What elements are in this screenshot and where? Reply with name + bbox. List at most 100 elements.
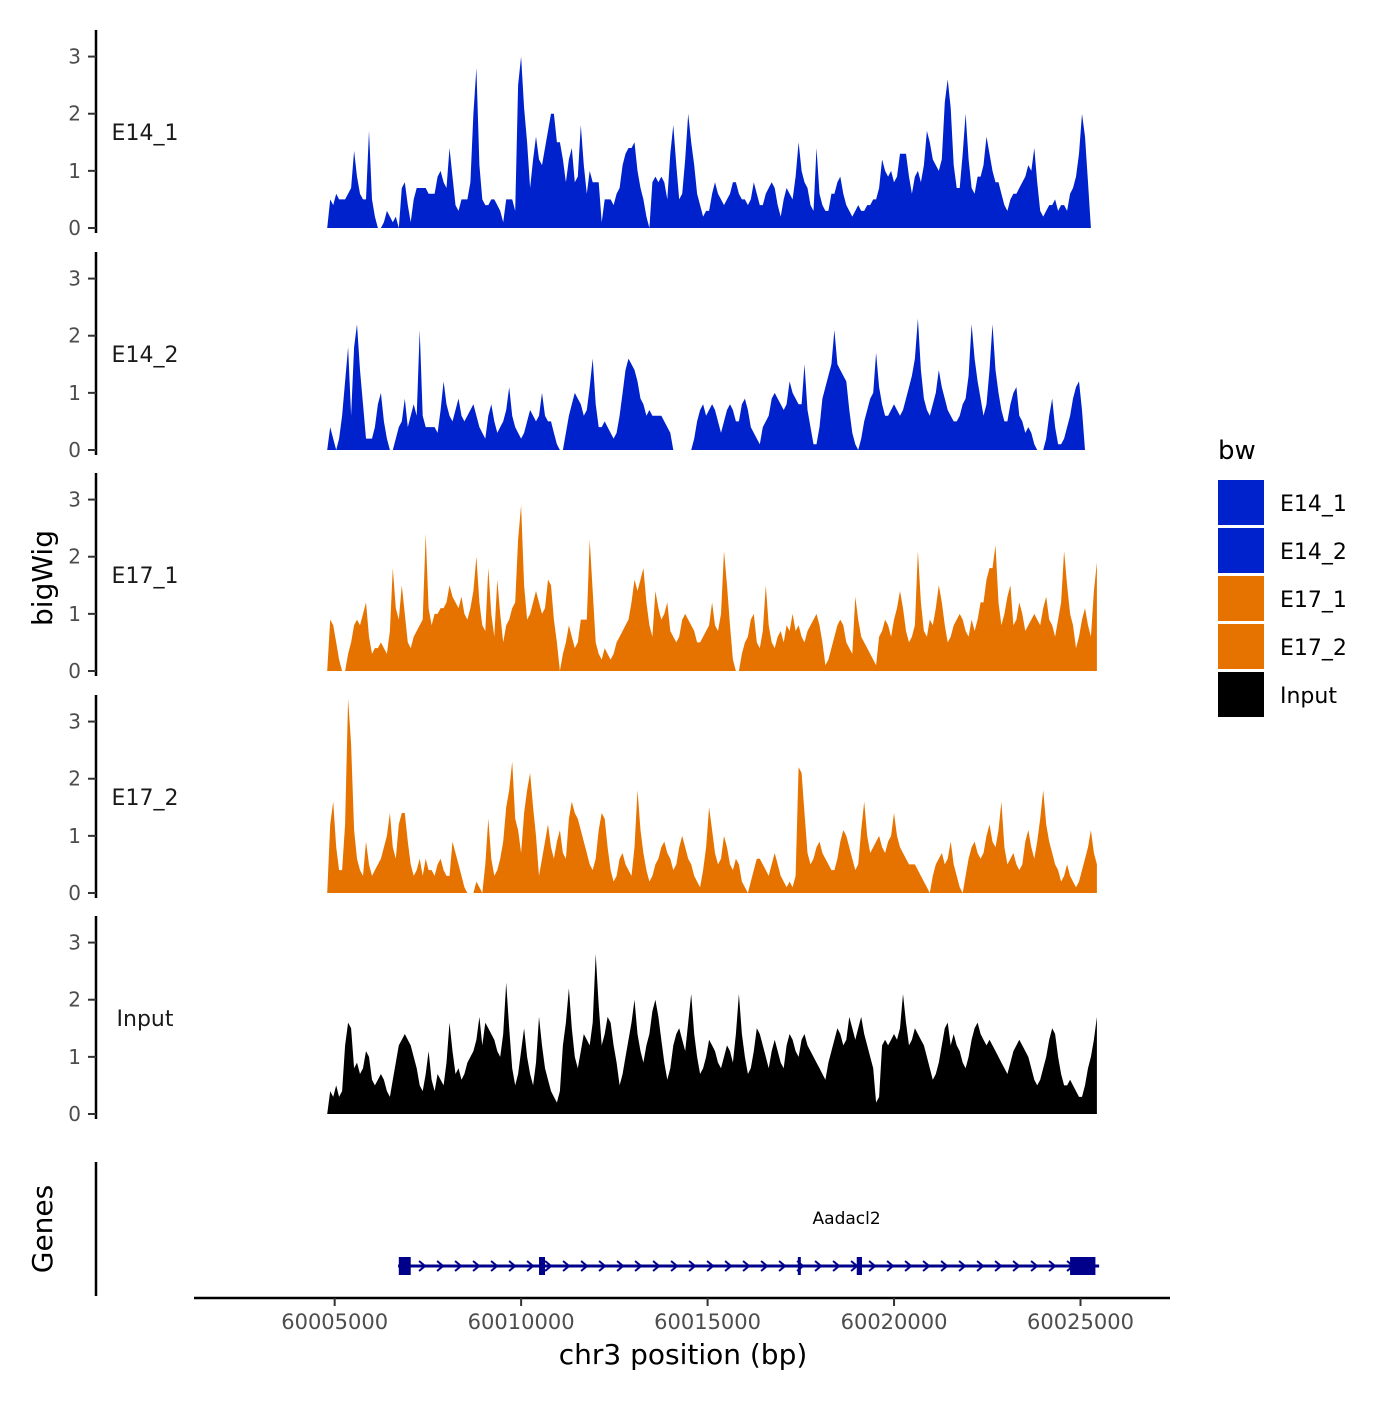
- signal-area: [327, 56, 1091, 228]
- strand-chevron: [634, 1260, 643, 1272]
- strand-chevron: [508, 1260, 517, 1272]
- strand-chevron: [562, 1260, 571, 1272]
- legend-label: E17_1: [1280, 588, 1347, 613]
- track-label: E17_1: [112, 564, 179, 589]
- strand-chevron: [922, 1260, 931, 1272]
- legend-label: E14_1: [1280, 492, 1347, 517]
- strand-chevron: [670, 1260, 679, 1272]
- gene-exon: [539, 1257, 545, 1275]
- track-input: 0 1 2 3 Input: [68, 916, 1097, 1126]
- y-tick-label: 1: [68, 1045, 81, 1069]
- gene-exon: [797, 1257, 801, 1275]
- strand-chevron: [580, 1260, 589, 1272]
- track-label: E17_2: [112, 786, 179, 811]
- track-e14-2: 0 1 2 3 E14_2: [68, 252, 1085, 462]
- tracks-layer: 0 1 2 3 E14_1 0 1 2 3 E14_2 0 1 2 3 E17_1 0 1 2 3 E17_2 0 1 2 3…: [68, 30, 1097, 1126]
- legend: bw E14_1 E14_2 E17_1 E17_2 Input: [1218, 436, 1347, 717]
- y-tick-label: 2: [68, 988, 81, 1012]
- strand-chevron: [688, 1260, 697, 1272]
- strand-chevron: [418, 1260, 427, 1272]
- y-tick-label: 1: [68, 159, 81, 183]
- x-axis: 60005000 60010000 60015000 60020000 60025000: [194, 1296, 1170, 1334]
- legend-item-e14-1: E14_1: [1218, 480, 1347, 525]
- y-tick-label: 2: [68, 767, 81, 791]
- y-tick-label: 2: [68, 324, 81, 348]
- legend-swatch: [1218, 672, 1264, 717]
- x-tick-label: 60005000: [281, 1310, 388, 1334]
- strand-chevron: [940, 1260, 949, 1272]
- y-tick-label: 2: [68, 545, 81, 569]
- legend-swatch: [1218, 480, 1264, 525]
- y-axis-label: bigWig: [26, 530, 59, 626]
- y-tick-label: 3: [68, 710, 81, 734]
- strand-chevron: [1030, 1260, 1039, 1272]
- x-tick-label: 60020000: [841, 1310, 948, 1334]
- signal-area: [327, 318, 1085, 450]
- x-tick-label: 60015000: [654, 1310, 761, 1334]
- strand-chevron: [868, 1260, 877, 1272]
- gene-name-label: Aadacl2: [813, 1209, 881, 1229]
- legend-item-e14-2: E14_2: [1218, 528, 1347, 573]
- strand-chevron: [886, 1260, 895, 1272]
- x-axis-label: chr3 position (bp): [559, 1338, 808, 1371]
- track-e17-2: 0 1 2 3 E17_2: [68, 695, 1097, 905]
- track-e14-1: 0 1 2 3 E14_1: [68, 30, 1091, 240]
- x-tick-label: 60010000: [468, 1310, 575, 1334]
- y-tick-label: 0: [68, 438, 81, 462]
- y-tick-label: 0: [68, 216, 81, 240]
- track-e17-1: 0 1 2 3 E17_1: [68, 473, 1097, 683]
- strand-chevron: [778, 1260, 787, 1272]
- strand-chevron: [904, 1260, 913, 1272]
- y-tick-label: 1: [68, 824, 81, 848]
- signal-area: [327, 505, 1097, 671]
- gene-exon: [1070, 1257, 1096, 1275]
- y-tick-label: 3: [68, 488, 81, 512]
- genes-track-label: Genes: [26, 1185, 59, 1273]
- legend-title: bw: [1218, 436, 1256, 466]
- strand-chevron: [976, 1260, 985, 1272]
- y-tick-label: 0: [68, 881, 81, 905]
- y-tick-label: 3: [68, 45, 81, 69]
- track-label: Input: [117, 1007, 174, 1032]
- legend-swatch: [1218, 624, 1264, 669]
- y-tick-label: 3: [68, 931, 81, 955]
- strand-chevron: [724, 1260, 733, 1272]
- y-tick-label: 0: [68, 1102, 81, 1126]
- gene-exon: [856, 1257, 862, 1275]
- strand-chevron: [454, 1260, 463, 1272]
- strand-chevron: [526, 1260, 535, 1272]
- signal-area: [327, 954, 1097, 1114]
- legend-label: E17_2: [1280, 636, 1347, 661]
- legend-swatch: [1218, 576, 1264, 621]
- strand-chevron: [706, 1260, 715, 1272]
- y-tick-label: 1: [68, 381, 81, 405]
- strand-chevron: [436, 1260, 445, 1272]
- strand-chevron: [1012, 1260, 1021, 1272]
- strand-chevron: [616, 1260, 625, 1272]
- strand-chevron: [544, 1260, 553, 1272]
- strand-chevron: [742, 1260, 751, 1272]
- strand-chevron: [958, 1260, 967, 1272]
- strand-chevron: [652, 1260, 661, 1272]
- y-tick-label: 0: [68, 659, 81, 683]
- strand-chevron: [832, 1260, 841, 1272]
- track-label: E14_1: [112, 121, 179, 146]
- x-tick-label: 60025000: [1027, 1310, 1134, 1334]
- legend-swatch: [1218, 528, 1264, 573]
- strand-chevron: [814, 1260, 823, 1272]
- strand-chevron: [760, 1260, 769, 1272]
- y-tick-label: 3: [68, 267, 81, 291]
- legend-label: Input: [1280, 684, 1337, 709]
- strand-chevron: [994, 1260, 1003, 1272]
- track-label: E14_2: [112, 343, 179, 368]
- y-tick-label: 2: [68, 102, 81, 126]
- strand-chevron: [598, 1260, 607, 1272]
- legend-item-e17-1: E17_1: [1218, 576, 1347, 621]
- strand-chevron: [472, 1260, 481, 1272]
- legend-label: E14_2: [1280, 540, 1347, 565]
- legend-item-e17-2: E17_2: [1218, 624, 1347, 669]
- gene-exon: [398, 1257, 411, 1275]
- strand-chevron: [1048, 1260, 1057, 1272]
